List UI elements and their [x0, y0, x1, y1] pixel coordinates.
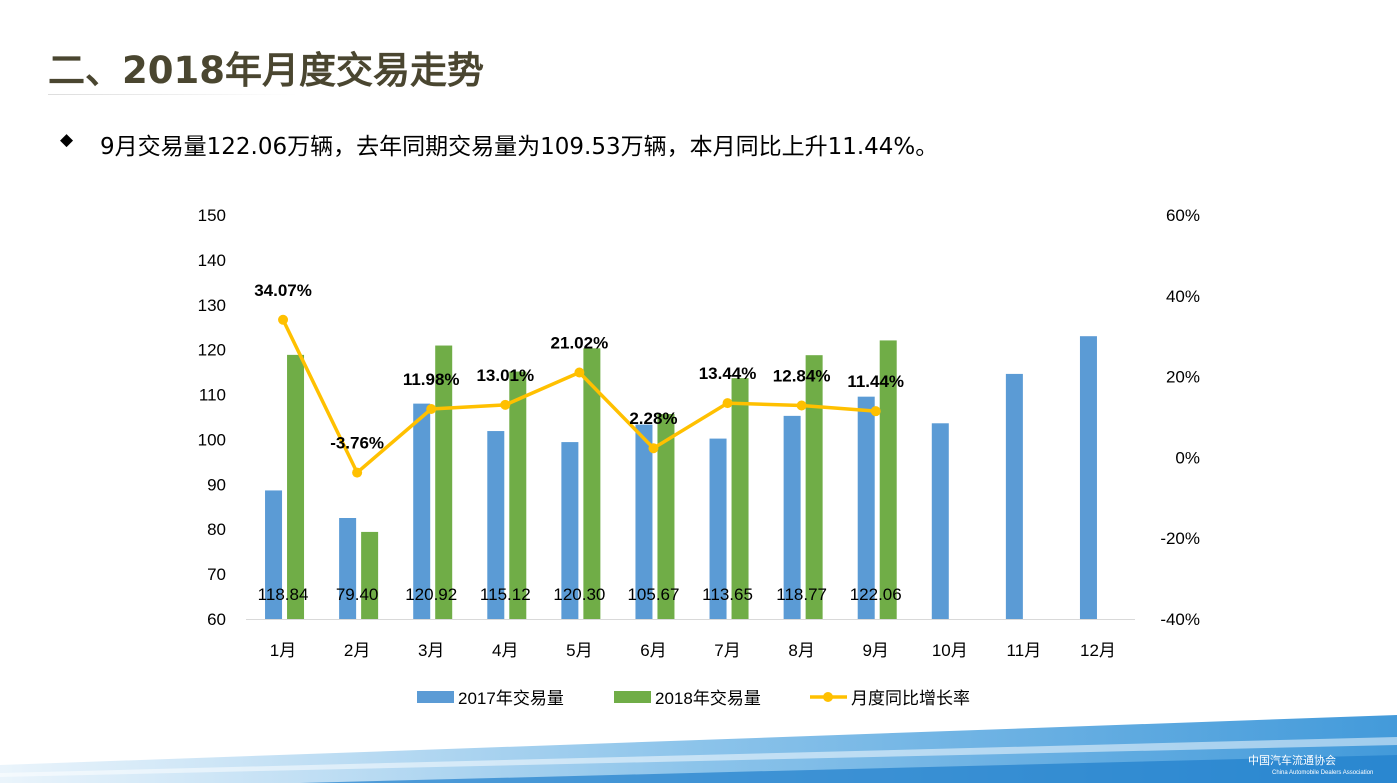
legend-label-growth: 月度同比增长率: [851, 689, 970, 708]
cada-logo-subtext: China Automobile Dealers Association: [1272, 770, 1374, 776]
y-right-tick-label: -40%: [1160, 610, 1200, 629]
growth-rate-data-label: 13.44%: [699, 364, 757, 383]
bar-2018-data-label: 120.30: [553, 585, 605, 604]
growth-rate-data-label: 12.84%: [773, 367, 831, 386]
bar-2018: [731, 378, 749, 619]
bar-2018-data-label: 79.40: [336, 585, 379, 604]
x-tick-label: 10月: [932, 641, 968, 660]
x-tick-label: 11月: [1007, 641, 1042, 660]
growth-rate-point: [352, 467, 363, 478]
bar-2018-data-label: 120.92: [405, 585, 457, 604]
bar-2018-data-label: 118.77: [776, 585, 827, 604]
bar-2018: [879, 340, 897, 619]
x-tick-label: 1月: [270, 641, 296, 660]
bar-2017: [635, 424, 653, 619]
legend-label-2017: 2017年交易量: [458, 689, 564, 708]
bar-2018: [509, 371, 527, 619]
y-left-tick-label: 140: [198, 251, 226, 270]
x-tick-label: 12月: [1080, 641, 1116, 660]
y-left-tick-label: 110: [199, 386, 226, 405]
bar-2018: [657, 413, 675, 619]
x-tick-label: 4月: [492, 641, 518, 660]
bar-2017: [339, 518, 357, 619]
bar-2017: [1079, 336, 1097, 619]
y-left-tick-label: 120: [198, 341, 226, 360]
legend-swatch-2017: [417, 691, 454, 703]
growth-rate-data-label: 11.44%: [847, 372, 904, 391]
legend-marker-growth: [823, 692, 833, 702]
growth-rate-point: [648, 443, 659, 454]
diamond-bullet-icon: ◆: [60, 130, 74, 149]
bar-2018-data-label: 115.12: [480, 585, 531, 604]
growth-rate-point: [500, 399, 511, 410]
y-right-tick-label: 40%: [1166, 287, 1200, 306]
y-left-tick-label: 130: [198, 296, 226, 315]
bar-2017: [561, 442, 579, 619]
bar-2018: [805, 355, 823, 619]
cada-logo: 中国汽车流通协会: [1248, 755, 1336, 767]
bar-2017: [783, 415, 801, 619]
bar-2018-data-label: 122.06: [850, 585, 902, 604]
growth-rate-data-label: 11.98%: [403, 370, 460, 389]
x-tick-label: 8月: [788, 641, 814, 660]
x-tick-label: 5月: [566, 641, 592, 660]
growth-rate-point: [278, 314, 289, 325]
growth-rate-point: [574, 367, 585, 378]
growth-rate-data-label: 13.01%: [476, 366, 534, 385]
y-right-tick-label: 20%: [1166, 368, 1200, 387]
growth-rate-point: [796, 400, 807, 411]
title-divider: [48, 94, 298, 95]
x-tick-label: 2月: [344, 641, 370, 660]
x-tick-label: 6月: [640, 641, 666, 660]
legend-swatch-2018: [614, 691, 651, 703]
bar-2018: [435, 345, 453, 619]
bar-2017: [487, 431, 505, 619]
summary-text: 9月交易量122.06万辆，去年同期交易量为109.53万辆，本月同比上升11.…: [100, 134, 939, 160]
bar-2017: [709, 438, 727, 619]
bar-2018-data-label: 118.84: [258, 585, 309, 604]
growth-rate-data-label: 2.28%: [629, 409, 677, 428]
y-left-tick-label: 90: [207, 475, 226, 494]
bar-2017: [857, 396, 875, 619]
legend-label-2018: 2018年交易量: [655, 689, 761, 708]
y-left-tick-label: 70: [207, 565, 226, 584]
y-left-tick-label: 150: [198, 206, 226, 225]
bar-2017: [1005, 373, 1023, 619]
y-left-tick-label: 80: [207, 520, 226, 539]
y-left-tick-label: 60: [207, 610, 226, 629]
bar-2018: [287, 354, 305, 619]
bar-2018-data-label: 105.67: [627, 585, 679, 604]
x-tick-label: 7月: [714, 641, 740, 660]
growth-rate-data-label: 34.07%: [254, 281, 312, 300]
footer-decoration: [0, 715, 1397, 783]
page-title: 二、2018年月度交易走势: [48, 49, 484, 92]
growth-rate-point: [870, 406, 881, 417]
bar-2018: [361, 531, 379, 619]
bar-2017: [265, 490, 283, 619]
growth-rate-point: [722, 398, 733, 409]
bar-2018: [583, 348, 601, 619]
y-right-tick-label: -20%: [1160, 529, 1200, 548]
growth-rate-point: [426, 404, 437, 415]
y-right-tick-label: 0%: [1175, 448, 1200, 467]
bar-2017: [413, 403, 431, 619]
bar-2018-data-label: 113.65: [702, 585, 753, 604]
y-left-tick-label: 100: [198, 430, 226, 449]
x-tick-label: 9月: [862, 641, 888, 660]
bar-2017: [931, 423, 949, 619]
x-tick-label: 3月: [418, 641, 444, 660]
growth-rate-data-label: -3.76%: [330, 434, 384, 453]
y-right-tick-label: 60%: [1166, 206, 1200, 225]
growth-rate-data-label: 21.02%: [551, 333, 609, 352]
